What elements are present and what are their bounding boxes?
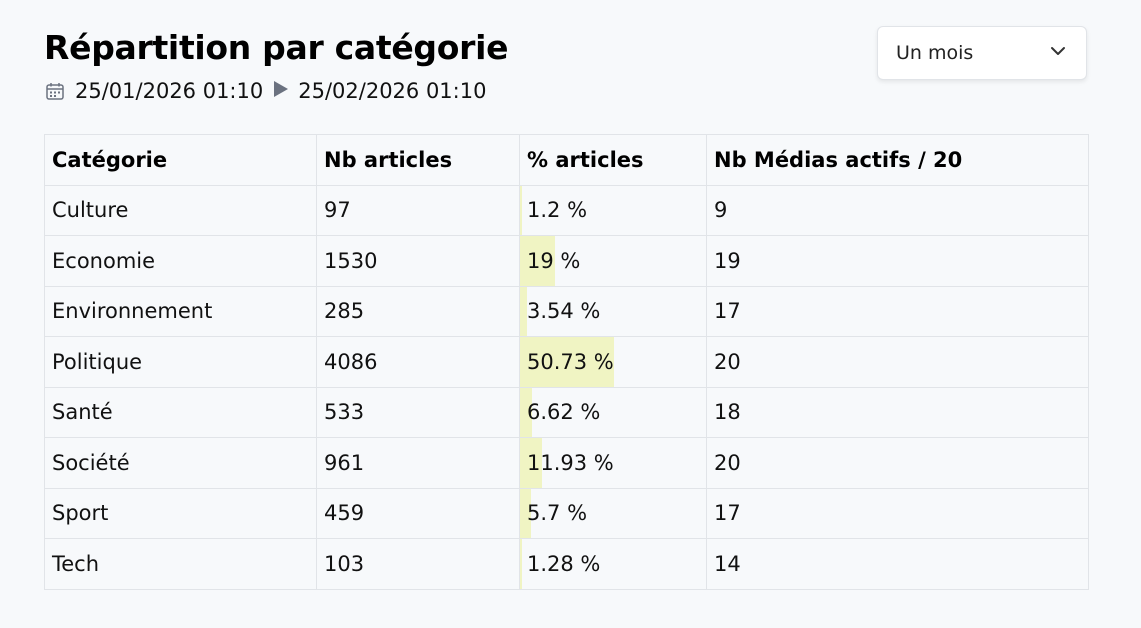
category-cell: Culture (44, 184, 317, 236)
percent-value: 5.7 % (527, 501, 588, 526)
article-percent-cell: 3.54 % (519, 285, 707, 337)
table-row: Politique 4086 50.73 % 20 (44, 336, 1089, 388)
percent-bar (520, 337, 615, 387)
article-count-cell: 103 (316, 538, 520, 590)
article-percent-cell: 6.62 % (519, 386, 707, 438)
active-media-cell: 20 (706, 336, 1089, 388)
percent-bar (520, 387, 533, 437)
percent-value: 11.93 % (527, 450, 614, 475)
active-media-cell: 17 (706, 487, 1089, 539)
article-count-cell: 97 (316, 184, 520, 236)
table-row: Economie 1530 19 % 19 (44, 235, 1089, 287)
article-count-cell: 1530 (316, 235, 520, 287)
percent-bar (520, 438, 543, 488)
table-row: Tech 103 1.28 % 14 (44, 538, 1089, 590)
active-media-cell: 17 (706, 285, 1089, 337)
category-cell: Economie (44, 235, 317, 287)
article-percent-cell: 50.73 % (519, 336, 707, 388)
date-range: 25/01/2026 01:10 25/02/2026 01:10 (45, 77, 486, 105)
percent-value: 1.28 % (527, 551, 601, 576)
percent-value: 19 % (527, 248, 581, 273)
calendar-icon (45, 81, 65, 101)
category-cell: Société (44, 437, 317, 489)
date-start: 25/01/2026 01:10 (75, 79, 264, 103)
article-percent-cell: 19 % (519, 235, 707, 287)
category-cell: Environnement (44, 285, 317, 337)
column-header-article-percent[interactable]: % articles (519, 134, 707, 186)
article-count-cell: 4086 (316, 336, 520, 388)
column-header-category[interactable]: Catégorie (44, 134, 317, 186)
percent-bar (520, 236, 556, 286)
active-media-cell: 20 (706, 437, 1089, 489)
active-media-cell: 19 (706, 235, 1089, 287)
article-percent-cell: 11.93 % (519, 437, 707, 489)
active-media-cell: 14 (706, 538, 1089, 590)
percent-value: 50.73 % (527, 349, 614, 374)
percent-bar (520, 539, 523, 589)
table-row: Culture 97 1.2 % 9 (44, 184, 1089, 236)
category-cell: Sport (44, 487, 317, 539)
percent-value: 6.62 % (527, 400, 601, 425)
play-arrow-icon (273, 79, 289, 103)
article-count-cell: 961 (316, 437, 520, 489)
table-header-row: Catégorie Nb articles % articles Nb Médi… (44, 134, 1089, 186)
active-media-cell: 9 (706, 184, 1089, 236)
column-header-article-count[interactable]: Nb articles (316, 134, 520, 186)
article-count-cell: 459 (316, 487, 520, 539)
table-row: Société 961 11.93 % 20 (44, 437, 1089, 489)
table-row: Santé 533 6.62 % 18 (44, 386, 1089, 438)
article-count-cell: 533 (316, 386, 520, 438)
category-cell: Santé (44, 386, 317, 438)
article-percent-cell: 1.2 % (519, 184, 707, 236)
period-select-value: Un mois (896, 42, 974, 64)
column-header-active-media[interactable]: Nb Médias actifs / 20 (706, 134, 1089, 186)
article-percent-cell: 5.7 % (519, 487, 707, 539)
category-cell: Politique (44, 336, 317, 388)
active-media-cell: 18 (706, 386, 1089, 438)
percent-bar (520, 488, 531, 538)
category-table: Catégorie Nb articles % articles Nb Médi… (44, 134, 1089, 590)
table-row: Sport 459 5.7 % 17 (44, 487, 1089, 539)
date-end: 25/02/2026 01:10 (298, 79, 487, 103)
period-select[interactable]: Un mois (877, 26, 1087, 80)
chevron-down-icon (1048, 41, 1068, 65)
table-row: Environnement 285 3.54 % 17 (44, 285, 1089, 337)
percent-value: 3.54 % (527, 299, 601, 324)
article-count-cell: 285 (316, 285, 520, 337)
category-cell: Tech (44, 538, 317, 590)
percent-value: 1.2 % (527, 198, 588, 223)
percent-bar (520, 185, 523, 235)
article-percent-cell: 1.28 % (519, 538, 707, 590)
page-title: Répartition par catégorie (44, 28, 509, 67)
percent-bar (520, 286, 527, 336)
